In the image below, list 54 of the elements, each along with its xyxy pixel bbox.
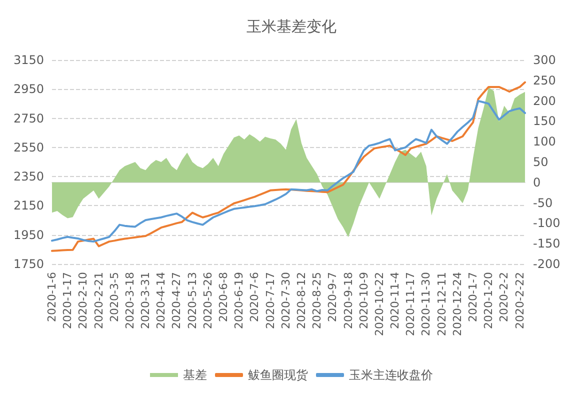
y-tick-label: 2150	[13, 198, 44, 213]
x-tick-label: 2020-9-7	[326, 272, 340, 322]
y-tick-label: 1950	[13, 228, 44, 242]
x-tick-label: 2020-2-2	[498, 272, 511, 322]
x-tick-label: 2020-3-5	[108, 272, 121, 322]
y2-tick-label: -100	[533, 216, 560, 230]
y-tick-label: 3150	[13, 53, 44, 67]
y-tick-label: 2550	[13, 140, 44, 154]
x-tick-label: 2020-2-21	[92, 272, 106, 329]
x-tick-label: 2020-10-9	[357, 272, 370, 329]
x-tick-label: 2020-5-13	[186, 272, 199, 329]
x-tick-label: 2020-3-18	[123, 272, 136, 329]
y2-tick-label: 200	[533, 94, 556, 108]
x-tick-label: 2020-6-19	[232, 272, 246, 329]
legend-label: 基差	[183, 368, 207, 382]
x-tick-label: 2020-8-12	[294, 272, 308, 329]
x-tick-label: 2020-10-22	[372, 272, 386, 336]
x-tick-label: 2020-12-11	[435, 272, 448, 336]
x-tick-label: 2020-12-24	[450, 272, 464, 336]
y2-tick-label: 50	[533, 155, 548, 169]
x-tick-label: 2020-9-18	[342, 272, 355, 329]
x-tick-label: 2020-1-20	[482, 272, 496, 329]
x-tick-label: 2020-11-4	[388, 272, 402, 329]
x-tick-label: 2020-6-8	[217, 272, 230, 322]
y2-tick-label: -50	[533, 196, 553, 210]
y2-tick-label: -150	[533, 236, 560, 251]
x-tick-label: 2020-1-6	[46, 272, 58, 322]
y-tick-label: 1750	[13, 257, 44, 271]
x-tick-label: 2020-2-10	[76, 272, 90, 329]
y-tick-label: 2950	[13, 82, 44, 96]
x-tick-label: 2020-1-7	[466, 272, 480, 322]
y-tick-label: 2350	[13, 170, 44, 184]
x-tick-label: 2020-8-25	[310, 272, 324, 329]
x-tick-label: 2020-4-27	[170, 272, 184, 329]
x-tick-label: 2020-7-30	[279, 272, 292, 329]
legend-label: 鲅鱼圈现货	[248, 368, 308, 382]
y2-tick-label: 250	[533, 73, 556, 88]
x-tick-label: 2020-7-17	[264, 272, 277, 329]
y2-tick-label: 0	[533, 175, 541, 190]
y2-tick-label: -200	[533, 257, 560, 271]
chart-title: 玉米基差变化	[246, 18, 336, 36]
x-tick-label: 2020-11-30	[420, 272, 433, 336]
x-tick-label: 2020-5-26	[201, 272, 214, 329]
x-tick-label: 2020-3-31	[139, 272, 152, 329]
x-tick-label: 2020-11-17	[404, 272, 418, 336]
x-tick-label: 2020-4-14	[154, 272, 168, 329]
legend-label: 玉米主连收盘价	[349, 368, 433, 382]
x-tick-label: 2020-2-22	[513, 272, 526, 329]
x-tick-label: 2020-7-6	[248, 272, 262, 322]
y2-tick-label: 100	[533, 134, 556, 149]
y-tick-label: 2750	[13, 111, 44, 126]
y2-tick-label: 300	[533, 53, 556, 67]
x-tick-label: 2020-1-17	[61, 272, 74, 329]
y2-tick-label: 150	[533, 114, 556, 128]
